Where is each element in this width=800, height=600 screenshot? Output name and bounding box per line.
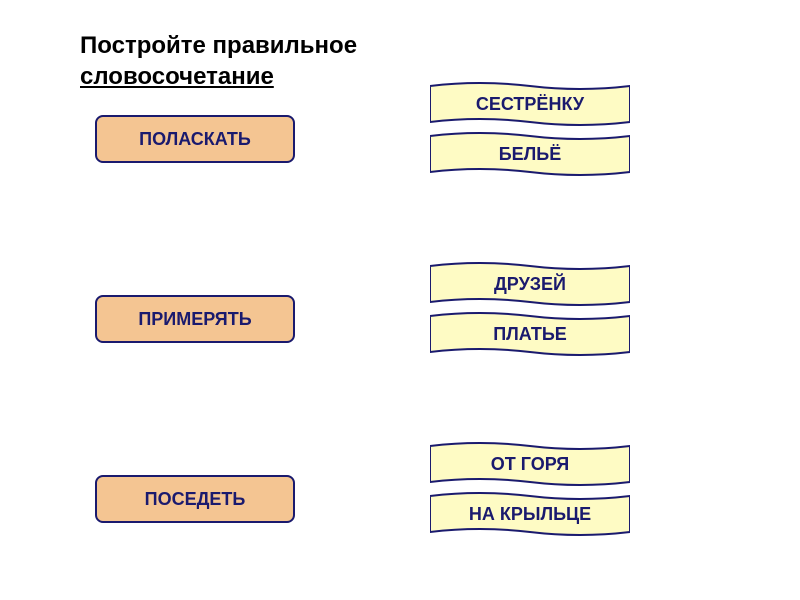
- noun-box-3[interactable]: ДРУЗЕЙ: [430, 260, 630, 308]
- noun-box-4[interactable]: ПЛАТЬЕ: [430, 310, 630, 358]
- noun-label-2: БЕЛЬЁ: [499, 144, 562, 165]
- verb-label-1: ПОЛАСКАТЬ: [139, 129, 251, 150]
- verb-label-3: ПОСЕДЕТЬ: [145, 489, 246, 510]
- noun-label-6: НА КРЫЛЬЦЕ: [469, 504, 591, 525]
- title-line2: словосочетание: [80, 63, 274, 90]
- noun-box-2[interactable]: БЕЛЬЁ: [430, 130, 630, 178]
- verb-label-2: ПРИМЕРЯТЬ: [138, 309, 251, 330]
- noun-label-1: СЕСТРЁНКУ: [476, 94, 584, 115]
- verb-box-3[interactable]: ПОСЕДЕТЬ: [95, 475, 295, 523]
- verb-box-2[interactable]: ПРИМЕРЯТЬ: [95, 295, 295, 343]
- noun-box-5[interactable]: ОТ ГОРЯ: [430, 440, 630, 488]
- verb-box-1[interactable]: ПОЛАСКАТЬ: [95, 115, 295, 163]
- noun-box-6[interactable]: НА КРЫЛЬЦЕ: [430, 490, 630, 538]
- title-line1: Постройте правильное: [80, 32, 357, 59]
- noun-box-1[interactable]: СЕСТРЁНКУ: [430, 80, 630, 128]
- exercise-title: Постройте правильное словосочетание: [80, 30, 357, 92]
- noun-label-3: ДРУЗЕЙ: [494, 274, 566, 295]
- noun-label-4: ПЛАТЬЕ: [493, 324, 567, 345]
- noun-label-5: ОТ ГОРЯ: [491, 454, 569, 475]
